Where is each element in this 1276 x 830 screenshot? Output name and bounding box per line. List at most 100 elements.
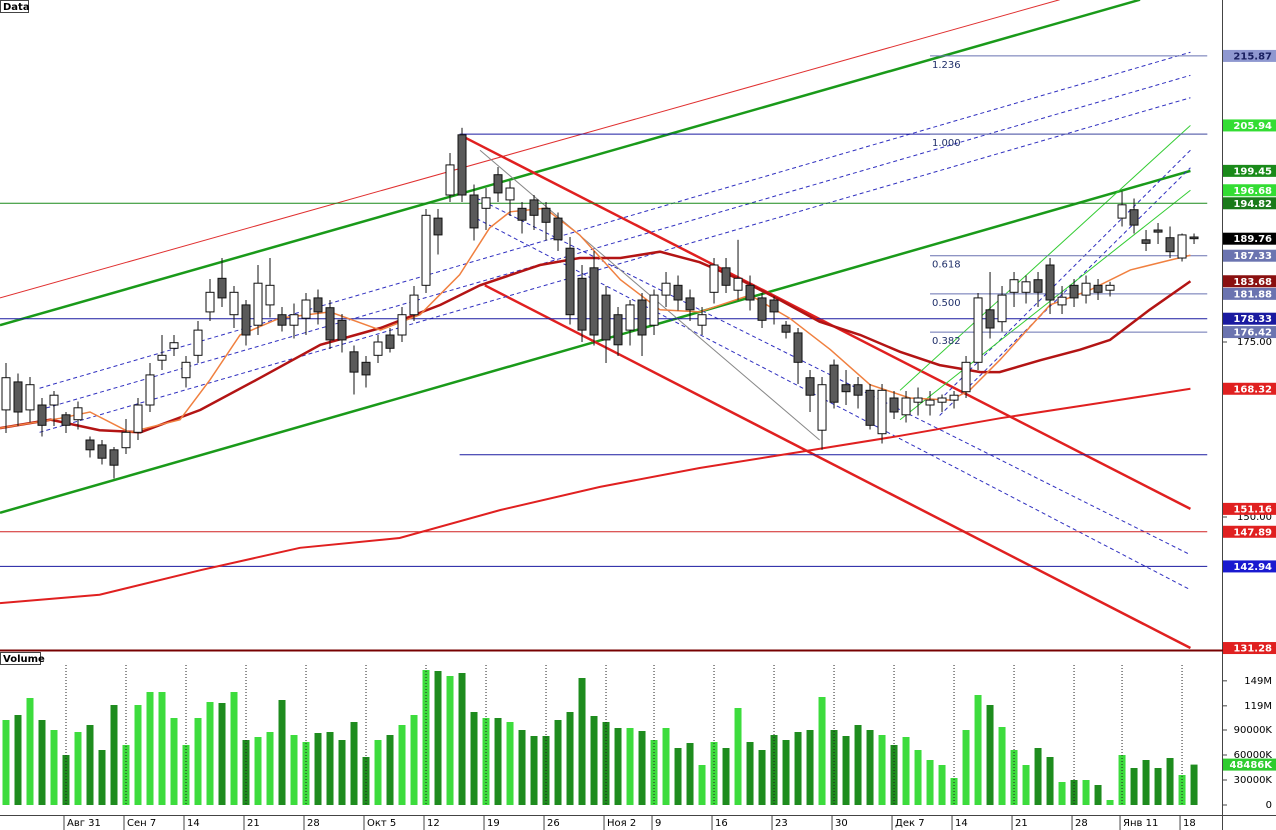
panel-title-box: [0, 652, 41, 665]
volume-bar: [638, 731, 646, 805]
volume-bar: [1142, 760, 1150, 805]
candle-body: [253, 282, 263, 326]
price-marker-label: 215.87: [1233, 51, 1272, 62]
candle-body: [793, 332, 803, 363]
price-marker: [1223, 642, 1276, 655]
trend-line: [0, 0, 1141, 327]
x-tick-label: 14: [187, 818, 200, 829]
moving-average: [0, 387, 1191, 605]
volume-bar: [266, 732, 274, 805]
candle-body: [1129, 209, 1139, 226]
candle-body: [169, 342, 179, 349]
price-plot: [1, 127, 1199, 479]
volume-bar: [998, 727, 1006, 805]
volume-bar: [494, 718, 502, 805]
price-marker: [1223, 326, 1276, 339]
volume-bar: [842, 736, 850, 805]
candle-body: [325, 307, 335, 341]
volume-bar: [278, 700, 286, 805]
volume-bar: [1046, 757, 1054, 805]
price-marker-label: 147.89: [1233, 527, 1272, 538]
price-marker: [1223, 197, 1276, 210]
fib-label: 0.618: [932, 260, 961, 271]
volume-bar: [446, 676, 454, 805]
candle-body: [1081, 282, 1091, 296]
volume-bar: [1130, 768, 1138, 805]
volume-bar: [506, 722, 514, 805]
volume-bar: [1106, 800, 1114, 805]
x-tick-label: Авг 31: [67, 818, 101, 829]
y-tick-label: 150.00: [1237, 512, 1272, 523]
volume-bar: [722, 748, 730, 805]
candle-body: [841, 384, 851, 393]
volume-bar: [470, 712, 478, 805]
candle-body: [1141, 239, 1151, 244]
trend-line: [899, 189, 1191, 421]
trend-line: [39, 51, 1191, 389]
candle-body: [385, 334, 395, 349]
candle-body: [1009, 279, 1019, 293]
price-marker-label: 187.33: [1233, 251, 1272, 262]
volume-bar: [890, 745, 898, 805]
candle-body: [745, 284, 755, 301]
price-marker: [1223, 382, 1276, 395]
volume-bar: [146, 692, 154, 805]
price-marker-label: 194.82: [1233, 199, 1272, 210]
volume-bar: [1178, 775, 1186, 805]
candle-body: [637, 299, 647, 336]
volume-bar: [602, 722, 610, 805]
volume-bar: [98, 750, 106, 805]
candle-body: [577, 277, 587, 331]
volume-bar: [758, 750, 766, 805]
volume-bar: [290, 735, 298, 805]
price-marker-label: 178.33: [1233, 314, 1272, 325]
volume-bar: [686, 743, 694, 805]
volume-bar: [158, 692, 166, 805]
candle-body: [877, 389, 887, 435]
panel-title: Data: [3, 2, 30, 13]
candle-body: [73, 407, 83, 421]
volume-bar: [974, 695, 982, 805]
x-tick-label: 21: [247, 818, 260, 829]
candle-body: [37, 404, 47, 426]
candle-body: [865, 389, 875, 426]
candle-body: [589, 267, 599, 336]
volume-marker-label: 48486K: [1229, 760, 1273, 771]
moving-average: [0, 250, 1192, 434]
price-marker: [1223, 525, 1276, 538]
volume-bar: [242, 740, 250, 805]
candle-body: [97, 444, 107, 459]
candle-body: [985, 309, 995, 329]
trend-line: [459, 133, 1192, 510]
candle-body: [157, 354, 167, 361]
price-marker: [1223, 275, 1276, 288]
volume-bar: [734, 708, 742, 805]
volume-bar: [1022, 765, 1030, 805]
fib-label: 1.000: [932, 138, 961, 149]
candle-body: [1033, 279, 1043, 293]
candle-body: [145, 374, 155, 406]
candle-body: [1057, 296, 1067, 306]
candle-body: [301, 299, 311, 319]
candle-body: [709, 264, 719, 293]
volume-bar: [374, 740, 382, 805]
volume-bar: [902, 737, 910, 805]
x-tick-label: 26: [547, 818, 560, 829]
candle-body: [313, 297, 323, 313]
trend-line: [899, 125, 1191, 391]
candle-body: [913, 397, 923, 403]
y-tick-label: 0: [1266, 800, 1272, 811]
volume-bar: [110, 705, 118, 805]
volume-bar: [818, 697, 826, 805]
candle-body: [721, 267, 731, 286]
volume-bar: [866, 730, 874, 805]
candle-body: [457, 134, 467, 196]
candle-body: [265, 284, 275, 306]
candle-body: [1165, 237, 1175, 253]
x-tick-label: 19: [487, 818, 500, 829]
x-tick-label: Дек 7: [895, 818, 925, 829]
candle-body: [61, 414, 71, 426]
candle-body: [829, 364, 839, 403]
candle-body: [469, 194, 479, 229]
volume-bar: [2, 720, 10, 805]
